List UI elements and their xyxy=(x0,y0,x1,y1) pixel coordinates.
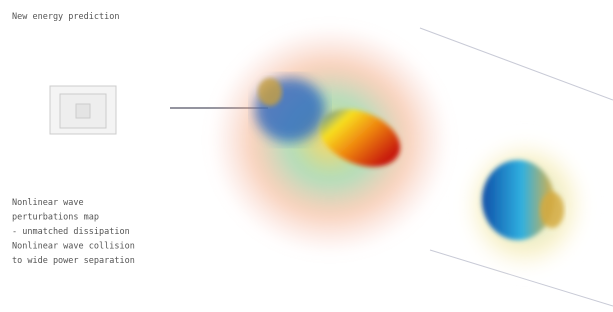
secondary-cloud xyxy=(455,130,595,280)
caption-line: - unmatched dissipation xyxy=(12,227,130,237)
caption: Nonlinear wave perturbations map - unmatch… xyxy=(12,198,135,266)
caption-line: Nonlinear wave collision xyxy=(12,242,135,252)
caption-line: to wide power separation xyxy=(12,256,135,266)
diagram: New energy prediction Nonlinear wave pert… xyxy=(0,0,613,312)
device-icon xyxy=(50,86,116,134)
main-cloud xyxy=(210,25,450,255)
title: New energy prediction xyxy=(12,12,119,22)
caption-line: Nonlinear wave xyxy=(12,198,84,208)
caption-line: perturbations map xyxy=(12,213,99,223)
